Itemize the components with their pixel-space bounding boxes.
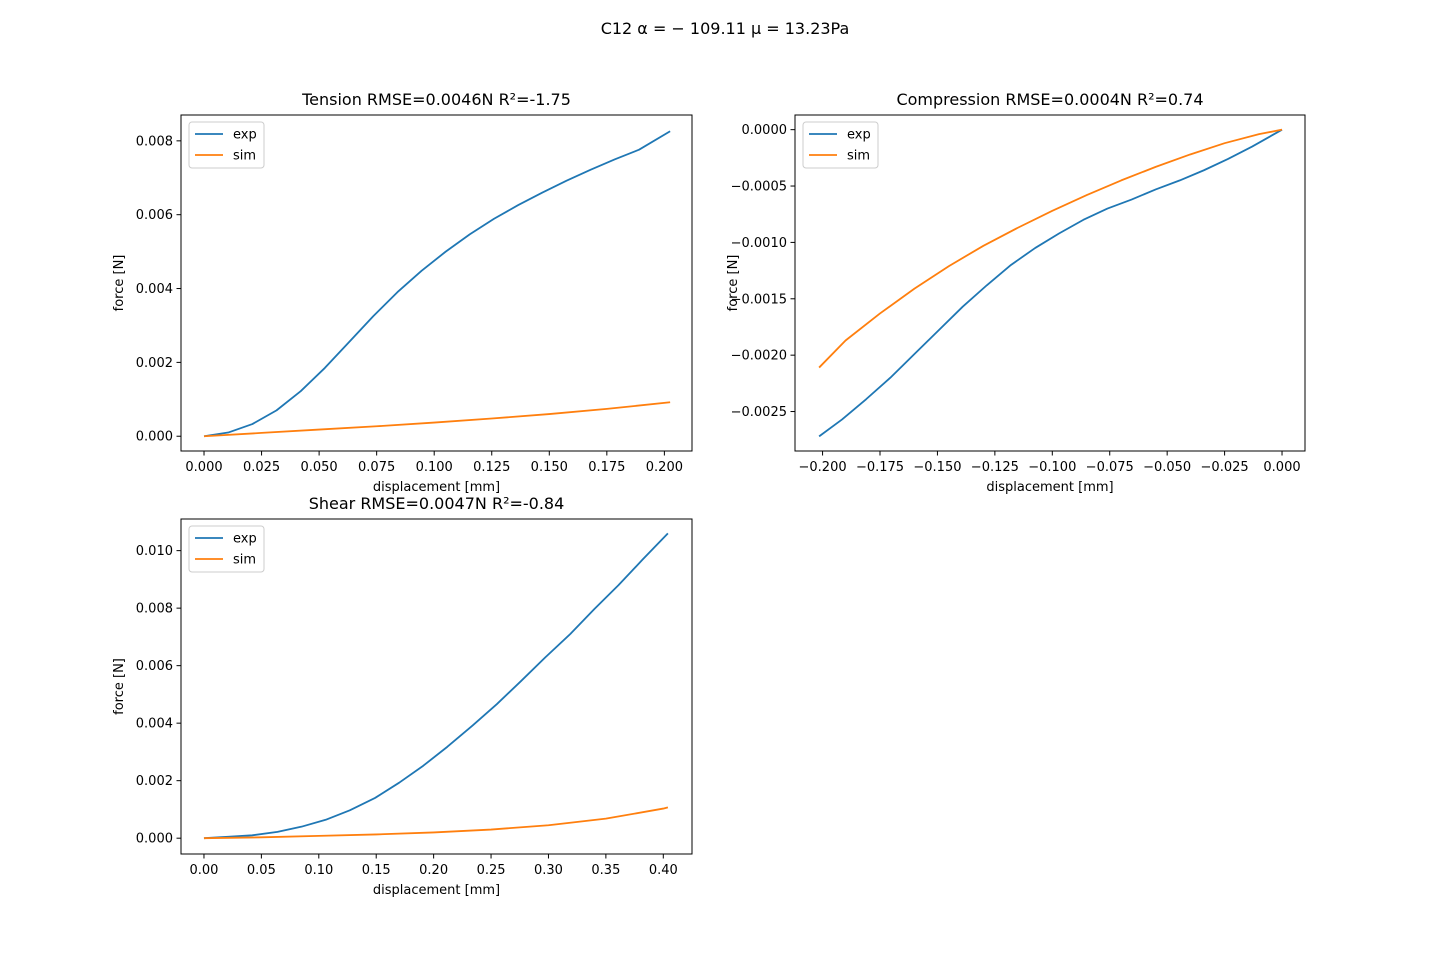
compression-ytick-label: −0.0020 (731, 349, 787, 364)
compression-xtick-label: −0.050 (1143, 460, 1191, 475)
shear-xtick-label: 0.20 (419, 863, 448, 878)
tension-legend-exp-label: exp (233, 128, 257, 143)
tension-xtick-label: 0.125 (473, 460, 510, 475)
compression-xtick-label: −0.175 (856, 460, 904, 475)
tension-ytick-label: 0.008 (136, 134, 173, 149)
shear-ytick-label: 0.006 (136, 659, 173, 674)
compression-ytick-label: −0.0025 (731, 405, 787, 420)
compression-legend-sim-label: sim (847, 149, 870, 164)
compression-legend-exp-label: exp (847, 128, 871, 143)
shear-xtick-label: 0.00 (189, 863, 218, 878)
tension-xtick-label: 0.175 (588, 460, 625, 475)
shear-ylabel: force [N] (112, 658, 127, 715)
tension-xtick-label: 0.025 (243, 460, 280, 475)
compression-xtick-label: −0.100 (1028, 460, 1076, 475)
compression-ytick-label: −0.0010 (731, 236, 787, 251)
tension-xtick-label: 0.050 (300, 460, 337, 475)
compression-xtick-label: −0.025 (1201, 460, 1249, 475)
tension-legend: exp sim (189, 122, 264, 168)
tension-xlabel: displacement [mm] (373, 480, 500, 495)
compression-xtick-label: −0.075 (1086, 460, 1134, 475)
tension-xtick-label: 0.200 (646, 460, 683, 475)
shear-xtick-label: 0.35 (591, 863, 620, 878)
shear-xtick-label: 0.40 (649, 863, 678, 878)
shear-ytick-label: 0.004 (136, 717, 173, 732)
compression-xlabel: displacement [mm] (986, 480, 1113, 495)
tension-xtick-label: 0.075 (358, 460, 395, 475)
tension-xtick-label: 0.000 (185, 460, 222, 475)
compression-xtick-label: −0.150 (913, 460, 961, 475)
shear-legend-exp-label: exp (233, 532, 257, 547)
compression-title: Compression RMSE=0.0004N R²=0.74 (896, 90, 1203, 109)
tension-ylabel: force [N] (112, 255, 127, 312)
figure-suptitle: C12 α = − 109.11 μ = 13.23Pa (601, 19, 850, 38)
compression-xtick-label: −0.125 (971, 460, 1019, 475)
shear-ytick-label: 0.010 (136, 544, 173, 559)
shear-title: Shear RMSE=0.0047N R²=-0.84 (309, 494, 565, 513)
shear-xtick-label: 0.25 (477, 863, 506, 878)
tension-ytick-label: 0.006 (136, 208, 173, 223)
shear-legend: exp sim (189, 526, 264, 572)
tension-xtick-label: 0.100 (416, 460, 453, 475)
compression-ylabel: force [N] (726, 255, 741, 312)
tension-legend-sim-label: sim (233, 149, 256, 164)
shear-legend-sim-label: sim (233, 553, 256, 568)
tension-ytick-label: 0.004 (136, 282, 173, 297)
compression-legend: exp sim (803, 122, 878, 168)
tension-xtick-label: 0.150 (531, 460, 568, 475)
compression-ytick-label: −0.0005 (731, 180, 787, 195)
tension-ytick-label: 0.000 (136, 430, 173, 445)
shear-xtick-label: 0.15 (362, 863, 391, 878)
compression-xtick-label: 0.000 (1263, 460, 1300, 475)
shear-xlabel: displacement [mm] (373, 883, 500, 898)
shear-ytick-label: 0.000 (136, 832, 173, 847)
compression-xtick-label: −0.200 (799, 460, 847, 475)
compression-ytick-label: 0.0000 (742, 123, 788, 138)
shear-ytick-label: 0.002 (136, 774, 173, 789)
shear-xtick-label: 0.10 (304, 863, 333, 878)
tension-ytick-label: 0.002 (136, 356, 173, 371)
tension-title: Tension RMSE=0.0046N R²=-1.75 (301, 90, 571, 109)
shear-ytick-label: 0.008 (136, 602, 173, 617)
shear-xtick-label: 0.05 (247, 863, 276, 878)
shear-xtick-label: 0.30 (534, 863, 563, 878)
